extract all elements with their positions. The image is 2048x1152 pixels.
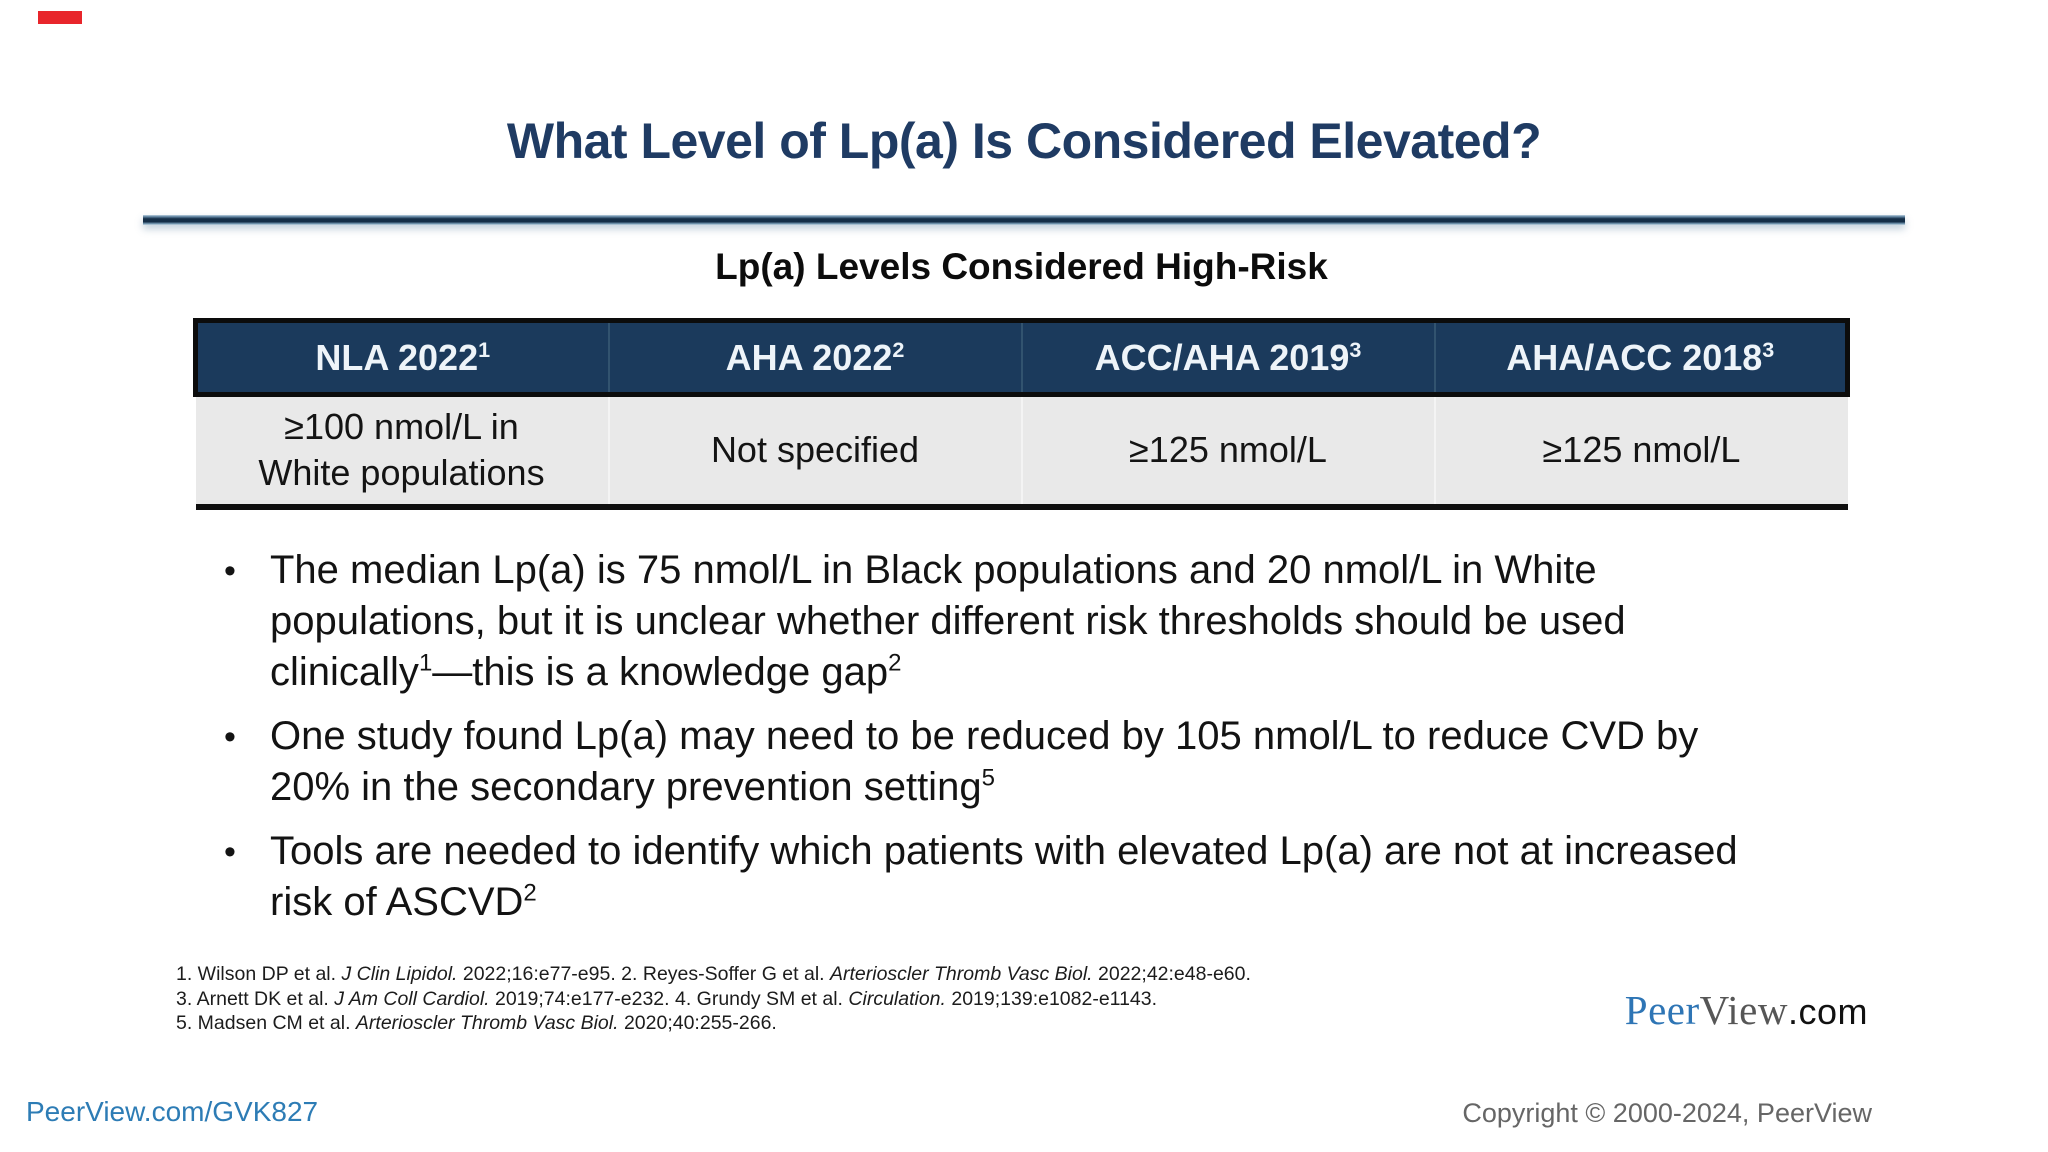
text-segment: Tools are needed to identify which patie… xyxy=(270,829,1738,924)
bullet-item: Tools are needed to identify which patie… xyxy=(218,826,1750,928)
text-segment: One study found Lp(a) may need to be red… xyxy=(270,714,1699,809)
slide-title: What Level of Lp(a) Is Considered Elevat… xyxy=(506,113,1542,169)
text-segment: AHA/ACC 2018 xyxy=(1506,336,1763,378)
table-header-cell: AHA/ACC 20183 xyxy=(1433,318,1850,397)
footnote-references: 1. Wilson DP et al. J Clin Lipidol. 2022… xyxy=(176,962,1376,1036)
table-cell: ≥125 nmol/L xyxy=(1020,394,1435,510)
text-segment: —this is a knowledge gap xyxy=(432,650,889,694)
title-divider xyxy=(143,215,1905,225)
text-segment: 3. Arnett DK et al. xyxy=(176,987,335,1010)
table-header-cell: ACC/AHA 20193 xyxy=(1020,318,1435,397)
peerview-logo: PeerView.com xyxy=(1625,986,1868,1034)
text-segment: Circulation. xyxy=(848,987,946,1010)
superscript-ref: 1 xyxy=(418,649,433,677)
table-header-cell: AHA 20222 xyxy=(607,318,1022,397)
table-cell-text: ≥125 nmol/L xyxy=(1129,429,1327,471)
text-segment: 1. Wilson DP et al. xyxy=(176,963,342,985)
table-cell-text: ≥125 nmol/L xyxy=(1542,429,1741,471)
footer-copyright: Copyright © 2000-2024, PeerView xyxy=(1462,1098,1872,1128)
text-segment: ACC/AHA 2019 xyxy=(1094,336,1350,378)
table-header-row: NLA 20221 AHA 20222 ACC/AHA 20193 AHA/ACC 2… xyxy=(193,318,1850,397)
footnote-line: 3. Arnett DK et al. J Am Coll Cardiol. 2… xyxy=(176,987,1376,1012)
text-segment: 5. Madsen CM et al. xyxy=(176,1012,356,1034)
table-header-cell: NLA 20221 xyxy=(193,318,609,397)
table-title: Lp(a) Levels Considered High-Risk xyxy=(715,246,1328,287)
superscript-ref: 3 xyxy=(1762,336,1775,362)
superscript-ref: 1 xyxy=(478,336,491,362)
superscript-ref: 5 xyxy=(981,764,995,792)
text-segment: 2022;16:e77-e95. 2. Reyes-Soffer G et al… xyxy=(457,963,830,985)
bullet-item: The median Lp(a) is 75 nmol/L in Black p… xyxy=(218,545,1750,698)
superscript-ref: 2 xyxy=(888,649,902,677)
bullet-item: One study found Lp(a) may need to be red… xyxy=(218,711,1750,813)
table-cell-text: Not specified xyxy=(710,429,920,471)
text-segment: 2019;74:e177-e232. 4. Grundy SM et al. xyxy=(489,987,849,1010)
lpa-risk-table: NLA 20221 AHA 20222 ACC/AHA 20193 AHA/ACC 2… xyxy=(193,318,1850,510)
text-segment: Arterioscler Thromb Vasc Biol. xyxy=(830,963,1093,985)
text-segment: The median Lp(a) is 75 nmol/L in Black p… xyxy=(270,548,1626,694)
text-segment: 2019;139:e1082-e1143. xyxy=(945,987,1158,1010)
text-segment: 2022;42:e48-e60. xyxy=(1092,963,1251,985)
text-segment: J Clin Lipidol. xyxy=(341,963,458,985)
footnote-line: 1. Wilson DP et al. J Clin Lipidol. 2022… xyxy=(176,962,1376,987)
footnote-line: 5. Madsen CM et al. Arterioscler Thromb … xyxy=(176,1011,1376,1036)
table-cell: ≥100 nmol/L in White populations xyxy=(195,394,609,510)
text-segment: NLA 2022 xyxy=(315,336,479,378)
footer-program-link[interactable]: PeerView.com/GVK827 xyxy=(26,1096,319,1127)
logo-peer: Peer xyxy=(1624,987,1700,1033)
superscript-ref: 2 xyxy=(892,336,905,362)
table-body-row: ≥100 nmol/L in White populations Not spec… xyxy=(195,394,1848,510)
superscript-ref: 2 xyxy=(523,879,537,907)
bullet-list: The median Lp(a) is 75 nmol/L in Black p… xyxy=(218,545,1750,941)
red-dash-marker xyxy=(38,11,82,24)
text-segment: AHA 2022 xyxy=(725,336,893,378)
logo-com: .com xyxy=(1787,991,1868,1032)
table-cell-text: ≥100 nmol/L in White populations xyxy=(258,406,545,494)
text-segment: J Am Coll Cardiol. xyxy=(334,987,490,1010)
superscript-ref: 3 xyxy=(1349,336,1362,362)
logo-view: View xyxy=(1699,987,1788,1033)
table-cell: Not specified xyxy=(607,394,1022,510)
text-segment: 2020;40:255-266. xyxy=(618,1012,777,1034)
text-segment: Arterioscler Thromb Vasc Biol. xyxy=(355,1012,619,1034)
table-cell: ≥125 nmol/L xyxy=(1433,394,1848,510)
